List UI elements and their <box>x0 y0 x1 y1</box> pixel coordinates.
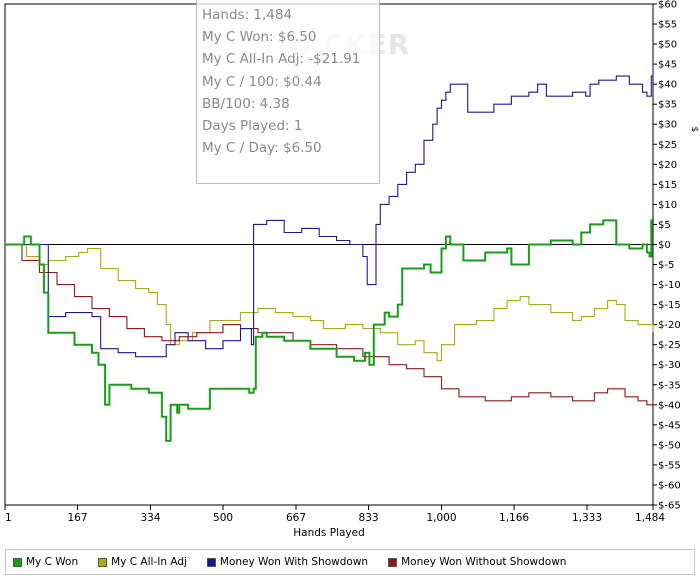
y-tick-label: $45 <box>658 60 677 71</box>
y-axis-label: $ <box>689 127 699 133</box>
stat-days-played: Days Played: 1 <box>202 117 303 134</box>
x-tick-label: 500 <box>213 512 233 524</box>
legend-swatch <box>13 557 22 567</box>
x-tick-label: 667 <box>286 512 306 524</box>
stat-hands: Hands: 1,484 <box>202 7 293 23</box>
x-axis-label: Hands Played <box>293 527 364 539</box>
y-tick-label: $20 <box>658 160 677 171</box>
y-tick-label: $60 <box>658 0 677 11</box>
x-tick-label: 1,484 <box>635 512 665 524</box>
x-tick-label: 833 <box>359 512 379 524</box>
legend-label: Money Won Without Showdown <box>401 556 567 568</box>
legend-label: Money Won With Showdown <box>219 556 369 568</box>
x-tick-label: 334 <box>140 512 160 524</box>
series-line-my-c-all-in-adj <box>5 243 654 362</box>
y-tick-label: $-65 <box>658 501 681 512</box>
y-tick-label: $0 <box>658 240 671 251</box>
y-tick-label: $30 <box>658 120 677 131</box>
y-tick-label: $-30 <box>658 360 681 371</box>
stat-allin-adj: My C All-In Adj: -$21.91 <box>202 51 361 68</box>
legend-swatch <box>206 557 216 567</box>
y-tick-label: $5 <box>658 220 671 231</box>
series-line-my-c-won <box>5 218 654 442</box>
y-tick-label: $-35 <box>658 380 681 391</box>
legend-item-showdown[interactable]: Money Won With Showdown <box>206 556 369 568</box>
y-tick-label: $35 <box>658 100 677 111</box>
legend-swatch <box>388 557 398 567</box>
series-line-money-won-with-showdown <box>5 60 654 358</box>
legend-item-my-c-won[interactable]: My C Won <box>13 556 78 568</box>
y-tick-label: $-15 <box>658 300 681 311</box>
series-line-money-won-without-showdown <box>5 243 654 406</box>
legend-label: My C Won <box>26 556 79 568</box>
y-tick-label: $-10 <box>658 280 681 291</box>
legend-item-without-showdown[interactable]: Money Won Without Showdown <box>388 556 566 568</box>
stat-bb-100: BB/100: 4.38 <box>202 95 290 112</box>
y-tick-label: $-60 <box>658 480 681 491</box>
x-tick-label: 1,166 <box>499 512 529 524</box>
y-tick-label: $-25 <box>658 340 681 351</box>
y-tick-label: $50 <box>658 40 677 51</box>
stat-per-100: My C / 100: $0.44 <box>202 73 322 90</box>
y-tick-label: $-5 <box>658 260 674 271</box>
y-tick-label: $-50 <box>658 440 681 451</box>
y-tick-label: $-40 <box>658 400 681 411</box>
stat-per-day: My C / Day: $6.50 <box>202 140 322 157</box>
x-tick-label: 1,000 <box>426 512 456 524</box>
line-chart: $60 $55 $50 $45 $40 $35 $30 $25 $20 $15 $10 $5 $0 $-5… <box>4 0 699 539</box>
y-tick-label: $-45 <box>658 420 681 431</box>
y-tick-label: $15 <box>658 180 677 191</box>
x-tick-label: 1,333 <box>572 512 602 524</box>
y-tick-label: $-20 <box>658 320 681 331</box>
y-tick-label: $55 <box>658 20 677 31</box>
y-tick-label: $-55 <box>658 460 681 471</box>
y-tick-label: $10 <box>658 200 677 211</box>
legend-label: My C All-In Adj <box>111 556 187 568</box>
legend-item-all-in-adj[interactable]: My C All-In Adj <box>98 556 187 568</box>
x-tick-label: 167 <box>68 512 88 524</box>
legend-swatch <box>98 557 108 567</box>
y-tick-label: $40 <box>658 80 677 91</box>
stats-tooltip: Hands: 1,484 My C Won: $6.50 My C All-In… <box>196 0 380 184</box>
y-tick-label: $25 <box>658 140 677 151</box>
stat-won: My C Won: $6.50 <box>202 29 317 46</box>
chart-legend: My C Won My C All-In Adj Money Won With … <box>5 549 695 575</box>
x-tick-label: 1 <box>5 512 12 524</box>
